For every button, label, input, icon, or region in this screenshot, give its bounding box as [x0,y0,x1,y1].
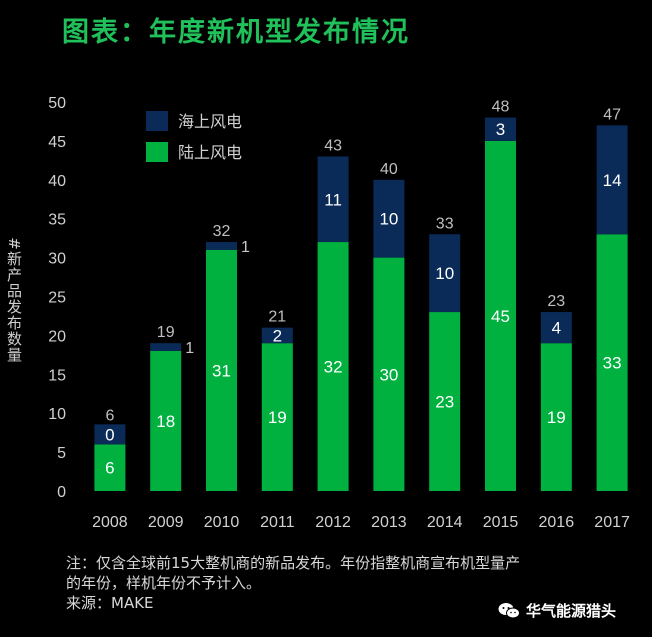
bar-onshore [261,343,293,491]
total-value-label: 23 [547,293,565,310]
y-tick-label: 15 [48,367,66,384]
onshore-value-label: 31 [212,361,231,380]
x-tick-label: 2016 [539,514,575,531]
total-value-label: 32 [213,223,231,240]
x-tick-label: 2012 [315,514,351,531]
bar-offshore [206,242,237,250]
bar-offshore-zero-box [94,424,126,445]
onshore-value-label: 19 [547,408,566,427]
total-value-label: 19 [157,324,175,341]
offshore-value-label: 10 [435,264,454,283]
bar-onshore [150,350,182,491]
source-line: 来源：MAKE [66,594,154,612]
x-tick-label: 2013 [371,514,407,531]
x-tick-label: 2015 [483,514,519,531]
y-tick-label: 50 [48,95,66,112]
onshore-value-label: 23 [435,393,454,412]
x-tick-label: 2017 [594,514,630,531]
onshore-value-label: 30 [379,365,398,384]
y-tick-label: 10 [48,406,66,423]
y-tick-label: 40 [48,173,66,190]
bar-offshore [485,117,516,141]
onshore-value-label: 6 [105,459,114,478]
bar-onshore [540,343,572,491]
offshore-value-label: 1 [185,340,194,357]
offshore-value-label: 0 [105,425,114,444]
offshore-value-label: 10 [379,210,398,229]
footnote-line-1: 注：仅含全球前15大整机商的新品发布。年份指整机商宣布机型量产 [66,554,521,572]
bar-offshore [261,327,293,344]
offshore-value-label: 4 [552,319,561,338]
bar-onshore [94,444,126,491]
bar-offshore [540,312,572,344]
bar-offshore [150,343,182,351]
bar-onshore [373,257,405,491]
y-axis-label: #新产品发布数量 [5,237,23,363]
bar-onshore [317,242,349,491]
y-tick-label: 5 [57,445,66,462]
total-value-label: 47 [603,106,621,123]
y-tick-label: 45 [48,134,66,151]
bar-onshore [596,234,628,491]
footnote-line-2: 的年份，样机年份不予计入。 [66,574,262,592]
offshore-value-label: 3 [496,120,505,139]
x-tick-label: 2010 [204,514,240,531]
y-tick-label: 20 [48,328,66,345]
total-value-label: 48 [492,99,510,116]
bar-offshore [596,125,628,235]
legend-swatch-onshore [146,142,168,162]
offshore-value-label: 14 [603,171,622,190]
wechat-icon [498,602,520,618]
brand-watermark: 华气能源猎头 [498,600,616,621]
bar-onshore [485,140,516,491]
legend-label-onshore: 陆上风电 [178,143,242,162]
offshore-value-label: 2 [273,326,282,345]
onshore-value-label: 45 [491,307,510,326]
y-tick-label: 25 [48,290,66,307]
y-tick-label: 35 [48,212,66,229]
total-value-label: 21 [268,309,286,326]
legend-label-offshore: 海上风电 [178,112,242,131]
x-tick-label: 2011 [260,514,295,531]
x-tick-label: 2009 [148,514,184,531]
bar-offshore [429,234,461,313]
y-tick-label: 0 [57,484,66,501]
onshore-value-label: 18 [156,412,175,431]
chart-title: 图表：年度新机型发布情况 [62,17,410,48]
offshore-value-label: 1 [241,239,250,256]
onshore-value-label: 19 [268,408,287,427]
onshore-value-label: 32 [324,358,343,377]
legend-swatch-offshore [146,111,168,131]
onshore-value-label: 33 [603,354,622,373]
offshore-value-label: 11 [324,190,342,209]
total-value-label: 43 [324,137,342,154]
bar-offshore [317,156,349,243]
y-tick-label: 30 [48,251,66,268]
total-value-label: 6 [105,407,114,424]
total-value-label: 33 [436,215,454,232]
bar-offshore [373,179,405,258]
x-tick-label: 2008 [92,514,128,531]
footnote: 注：仅含全球前15大整机商的新品发布。年份指整机商宣布机型量产 的年份，样机年份… [66,553,626,613]
brand-name: 华气能源猎头 [526,602,617,620]
bar-onshore [206,249,237,491]
bar-onshore [429,312,461,491]
total-value-label: 40 [380,161,398,178]
x-tick-label: 2014 [427,514,463,531]
